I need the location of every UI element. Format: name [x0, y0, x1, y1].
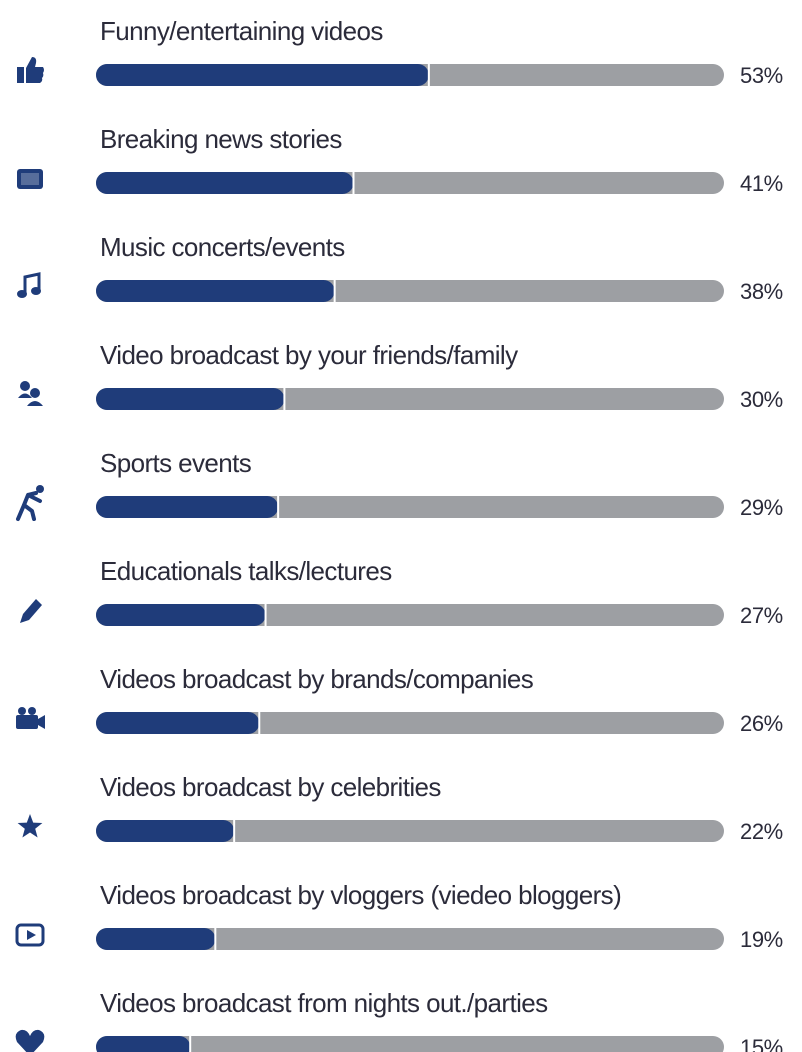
category-label: Music concerts/events: [100, 232, 345, 262]
value-label: 22%: [740, 819, 783, 844]
bar-row: Videos broadcast by brands/companies 26%: [16, 664, 783, 736]
value-label: 26%: [740, 711, 783, 736]
value-label: 29%: [740, 495, 783, 520]
bar-fill: [96, 172, 354, 194]
value-label: 53%: [740, 63, 783, 88]
bar-row: Videos broadcast from nights out./partie…: [15, 988, 783, 1052]
category-label: Videos broadcast by celebrities: [100, 772, 441, 802]
category-label: Videos broadcast from nights out./partie…: [100, 988, 548, 1018]
bar-row: Educationals talks/lectures 27%: [20, 556, 783, 628]
thumbs-up-icon: [17, 57, 44, 83]
runner-icon: [16, 485, 44, 521]
bar-fill: [96, 64, 429, 86]
star-icon: [17, 814, 43, 838]
video-camera-icon: [16, 707, 45, 729]
category-label: Breaking news stories: [100, 124, 342, 154]
bar-fill: [96, 928, 216, 950]
bar-divider: [264, 604, 267, 626]
tv-screen-icon: [17, 169, 43, 189]
bar-divider: [277, 496, 280, 518]
category-label: Educationals talks/lectures: [100, 556, 392, 586]
music-note-icon: [17, 272, 41, 298]
bar-fill: [96, 280, 335, 302]
bar-row: Breaking news stories 41%: [17, 124, 783, 196]
bar-divider: [258, 712, 261, 734]
category-label: Video broadcast by your friends/family: [100, 340, 518, 370]
bar-fill: [96, 388, 285, 410]
bar-row: Videos broadcast by vloggers (viedeo blo…: [15, 880, 783, 952]
bar-track: [96, 820, 724, 842]
bar-divider: [214, 928, 217, 950]
bar-fill: [96, 604, 266, 626]
bar-divider: [233, 820, 236, 842]
value-label: 19%: [740, 927, 783, 952]
category-label: Sports events: [100, 448, 252, 478]
bar-fill: [96, 712, 260, 734]
bar-fill: [96, 820, 235, 842]
category-label: Videos broadcast by brands/companies: [100, 664, 534, 694]
bar-row: Sports events 29%: [16, 448, 783, 521]
category-label: Videos broadcast by vloggers (viedeo blo…: [100, 880, 621, 910]
pencil-icon: [20, 599, 42, 623]
bar-row: Video broadcast by your friends/family 30…: [18, 340, 783, 412]
bar-track: [96, 1036, 724, 1052]
bar-row: Music concerts/events 38%: [17, 232, 783, 304]
people-icon: [18, 381, 43, 406]
bar-divider: [427, 64, 430, 86]
bar-divider: [189, 1036, 192, 1052]
play-button-icon: [15, 923, 45, 947]
value-label: 41%: [740, 171, 783, 196]
bar-row: Funny/entertaining videos 53%: [17, 16, 783, 88]
category-label: Funny/entertaining videos: [100, 16, 383, 46]
heart-icon: [15, 1029, 45, 1052]
value-label: 15%: [740, 1035, 783, 1052]
value-label: 30%: [740, 387, 783, 412]
bar-divider: [333, 280, 336, 302]
bar-divider: [283, 388, 286, 410]
value-label: 27%: [740, 603, 783, 628]
value-label: 38%: [740, 279, 783, 304]
bar-row: Videos broadcast by celebrities 22%: [17, 772, 783, 844]
bar-fill: [96, 1036, 191, 1052]
bar-divider: [352, 172, 355, 194]
bar-fill: [96, 496, 279, 518]
bar-track: [96, 928, 724, 950]
